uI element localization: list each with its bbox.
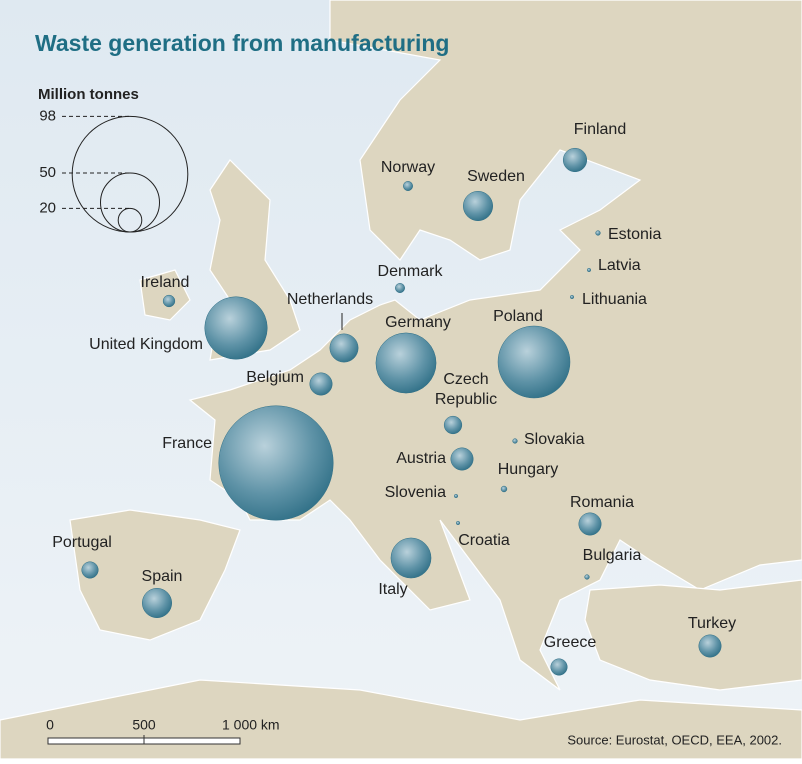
- legend-label: 50: [39, 164, 56, 181]
- country-label: Estonia: [608, 226, 661, 243]
- bubble: [162, 294, 176, 308]
- bubble: [497, 325, 571, 399]
- scale-label: 0: [46, 717, 54, 733]
- country-label: United Kingdom: [89, 336, 203, 353]
- country-label: Greece: [544, 634, 597, 651]
- legend-title: Million tonnes: [38, 86, 139, 103]
- scale-bar: [47, 735, 241, 745]
- bubble: [403, 181, 413, 191]
- country-label: Hungary: [498, 461, 558, 478]
- country-label: Latvia: [598, 257, 641, 274]
- bubble: [218, 405, 334, 521]
- bubble: [309, 372, 333, 396]
- country-label: Sweden: [467, 168, 525, 185]
- scale-label: 500: [132, 717, 156, 733]
- iberia: [69, 509, 241, 641]
- country-label: Lithuania: [582, 291, 647, 308]
- mainland: [188, 0, 802, 691]
- bubble: [550, 658, 568, 676]
- bubble: [578, 512, 602, 536]
- bubble: [450, 447, 474, 471]
- country-label: Belgium: [246, 369, 304, 386]
- country-label: Finland: [574, 121, 626, 138]
- country-label: Slovakia: [524, 431, 585, 448]
- country-label: Portugal: [52, 534, 112, 551]
- turkey: [584, 579, 802, 691]
- country-label: Denmark: [378, 263, 444, 280]
- country-label: Romania: [570, 494, 634, 511]
- legend: 98 50 20: [39, 107, 189, 233]
- source: Source: Eurostat, OECD, EEA, 2002.: [567, 732, 782, 747]
- bubble: [698, 634, 722, 658]
- bubble: [455, 520, 461, 526]
- country-label: Czech Republic: [435, 371, 497, 408]
- ireland: [139, 269, 191, 321]
- bubble: [595, 230, 601, 236]
- legend-label: 98: [39, 107, 56, 124]
- bubble: [375, 332, 437, 394]
- bubble: [512, 438, 518, 444]
- bubble: [584, 574, 590, 580]
- country-label: Bulgaria: [583, 547, 642, 564]
- country-label: France: [162, 435, 212, 452]
- country-label: Italy: [378, 581, 407, 598]
- bubbles: Finland Norway Sweden Estonia Latvia Lithuani…: [52, 121, 736, 676]
- title: Waste generation from manufacturing: [35, 30, 449, 56]
- country-label: Spain: [142, 568, 183, 585]
- country-label: Turkey: [688, 615, 736, 632]
- country-label: Norway: [381, 159, 435, 176]
- country-label: Austria: [396, 450, 446, 467]
- country-label: Germany: [385, 314, 451, 331]
- scale-label: 1 000 km: [222, 717, 280, 733]
- country-label: Poland: [493, 308, 543, 325]
- country-label: Netherlands: [287, 291, 373, 308]
- bubble: [395, 283, 405, 293]
- legend-circle: [117, 207, 143, 233]
- bubble: [390, 537, 432, 579]
- bubble: [453, 493, 459, 499]
- country-label: Slovenia: [385, 484, 446, 501]
- bubble: [586, 267, 592, 273]
- bubble: [142, 588, 172, 618]
- country-label: Ireland: [141, 274, 190, 291]
- bubble: [329, 333, 359, 363]
- legend-label: 20: [39, 199, 56, 216]
- bubble: [81, 561, 99, 579]
- bubble: [562, 147, 588, 173]
- country-label: Croatia: [458, 532, 510, 549]
- bubble: [204, 296, 268, 360]
- bubble: [569, 294, 575, 300]
- bubble: [443, 415, 463, 435]
- bubble: [500, 485, 508, 493]
- bubble: [463, 191, 493, 221]
